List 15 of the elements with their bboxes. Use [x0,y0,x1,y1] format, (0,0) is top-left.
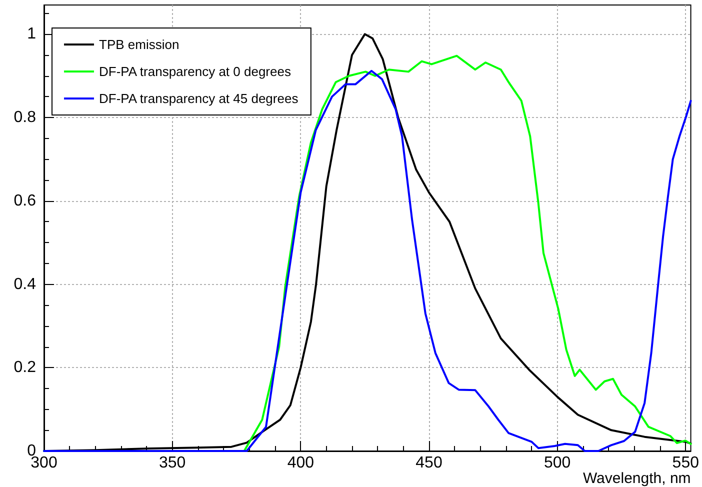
y-tick-label: 0.4 [14,276,36,293]
legend-label: DF-PA transparency at 45 degrees [99,91,299,106]
x-axis-title: Wavelength, nm [582,470,691,487]
x-tick-label: 500 [544,454,571,472]
x-tick-label: 350 [158,454,186,472]
x-tick-label: 450 [416,454,442,472]
y-tick-label: 1 [27,26,36,43]
legend-label: DF-PA transparency at 0 degrees [99,64,292,79]
y-tick-label: 0.6 [14,192,36,210]
x-tick-label: 400 [287,454,314,472]
x-tick-label: 550 [672,454,700,472]
y-tick-label: 0.2 [14,359,36,376]
legend-label: TPB emission [99,37,180,52]
y-tick-label: 0.8 [14,109,36,126]
x-tick-label: 300 [30,454,58,472]
